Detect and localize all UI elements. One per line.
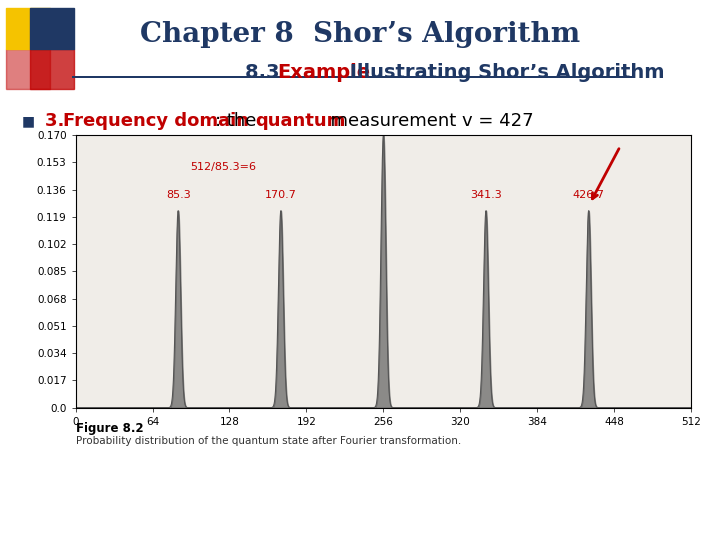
Text: 3.: 3. bbox=[45, 112, 71, 131]
Text: measurement v = 427: measurement v = 427 bbox=[319, 112, 534, 131]
Text: 512/85.3=6: 512/85.3=6 bbox=[190, 163, 256, 172]
Text: 170.7: 170.7 bbox=[265, 190, 297, 200]
Bar bbox=[30, 49, 73, 90]
Text: : the: : the bbox=[215, 112, 261, 131]
Text: 341.3: 341.3 bbox=[470, 190, 502, 200]
Bar bbox=[30, 8, 73, 49]
Text: 85.3: 85.3 bbox=[166, 190, 191, 200]
Text: 426.7: 426.7 bbox=[572, 190, 605, 200]
Text: Probability distribution of the quantum state after Fourier transformation.: Probability distribution of the quantum … bbox=[76, 436, 461, 446]
Bar bbox=[6, 8, 50, 49]
Text: Illustrating Shor’s Algorithm: Illustrating Shor’s Algorithm bbox=[343, 63, 665, 83]
Text: quantum: quantum bbox=[256, 112, 346, 131]
Text: ■: ■ bbox=[22, 114, 35, 129]
Text: Example: Example bbox=[277, 63, 370, 83]
Text: Chapter 8  Shor’s Algorithm: Chapter 8 Shor’s Algorithm bbox=[140, 21, 580, 48]
Bar bbox=[6, 49, 50, 90]
Text: Figure 8.2: Figure 8.2 bbox=[76, 422, 143, 435]
Text: Frequency domain: Frequency domain bbox=[63, 112, 249, 131]
Text: 8.3: 8.3 bbox=[245, 63, 286, 83]
